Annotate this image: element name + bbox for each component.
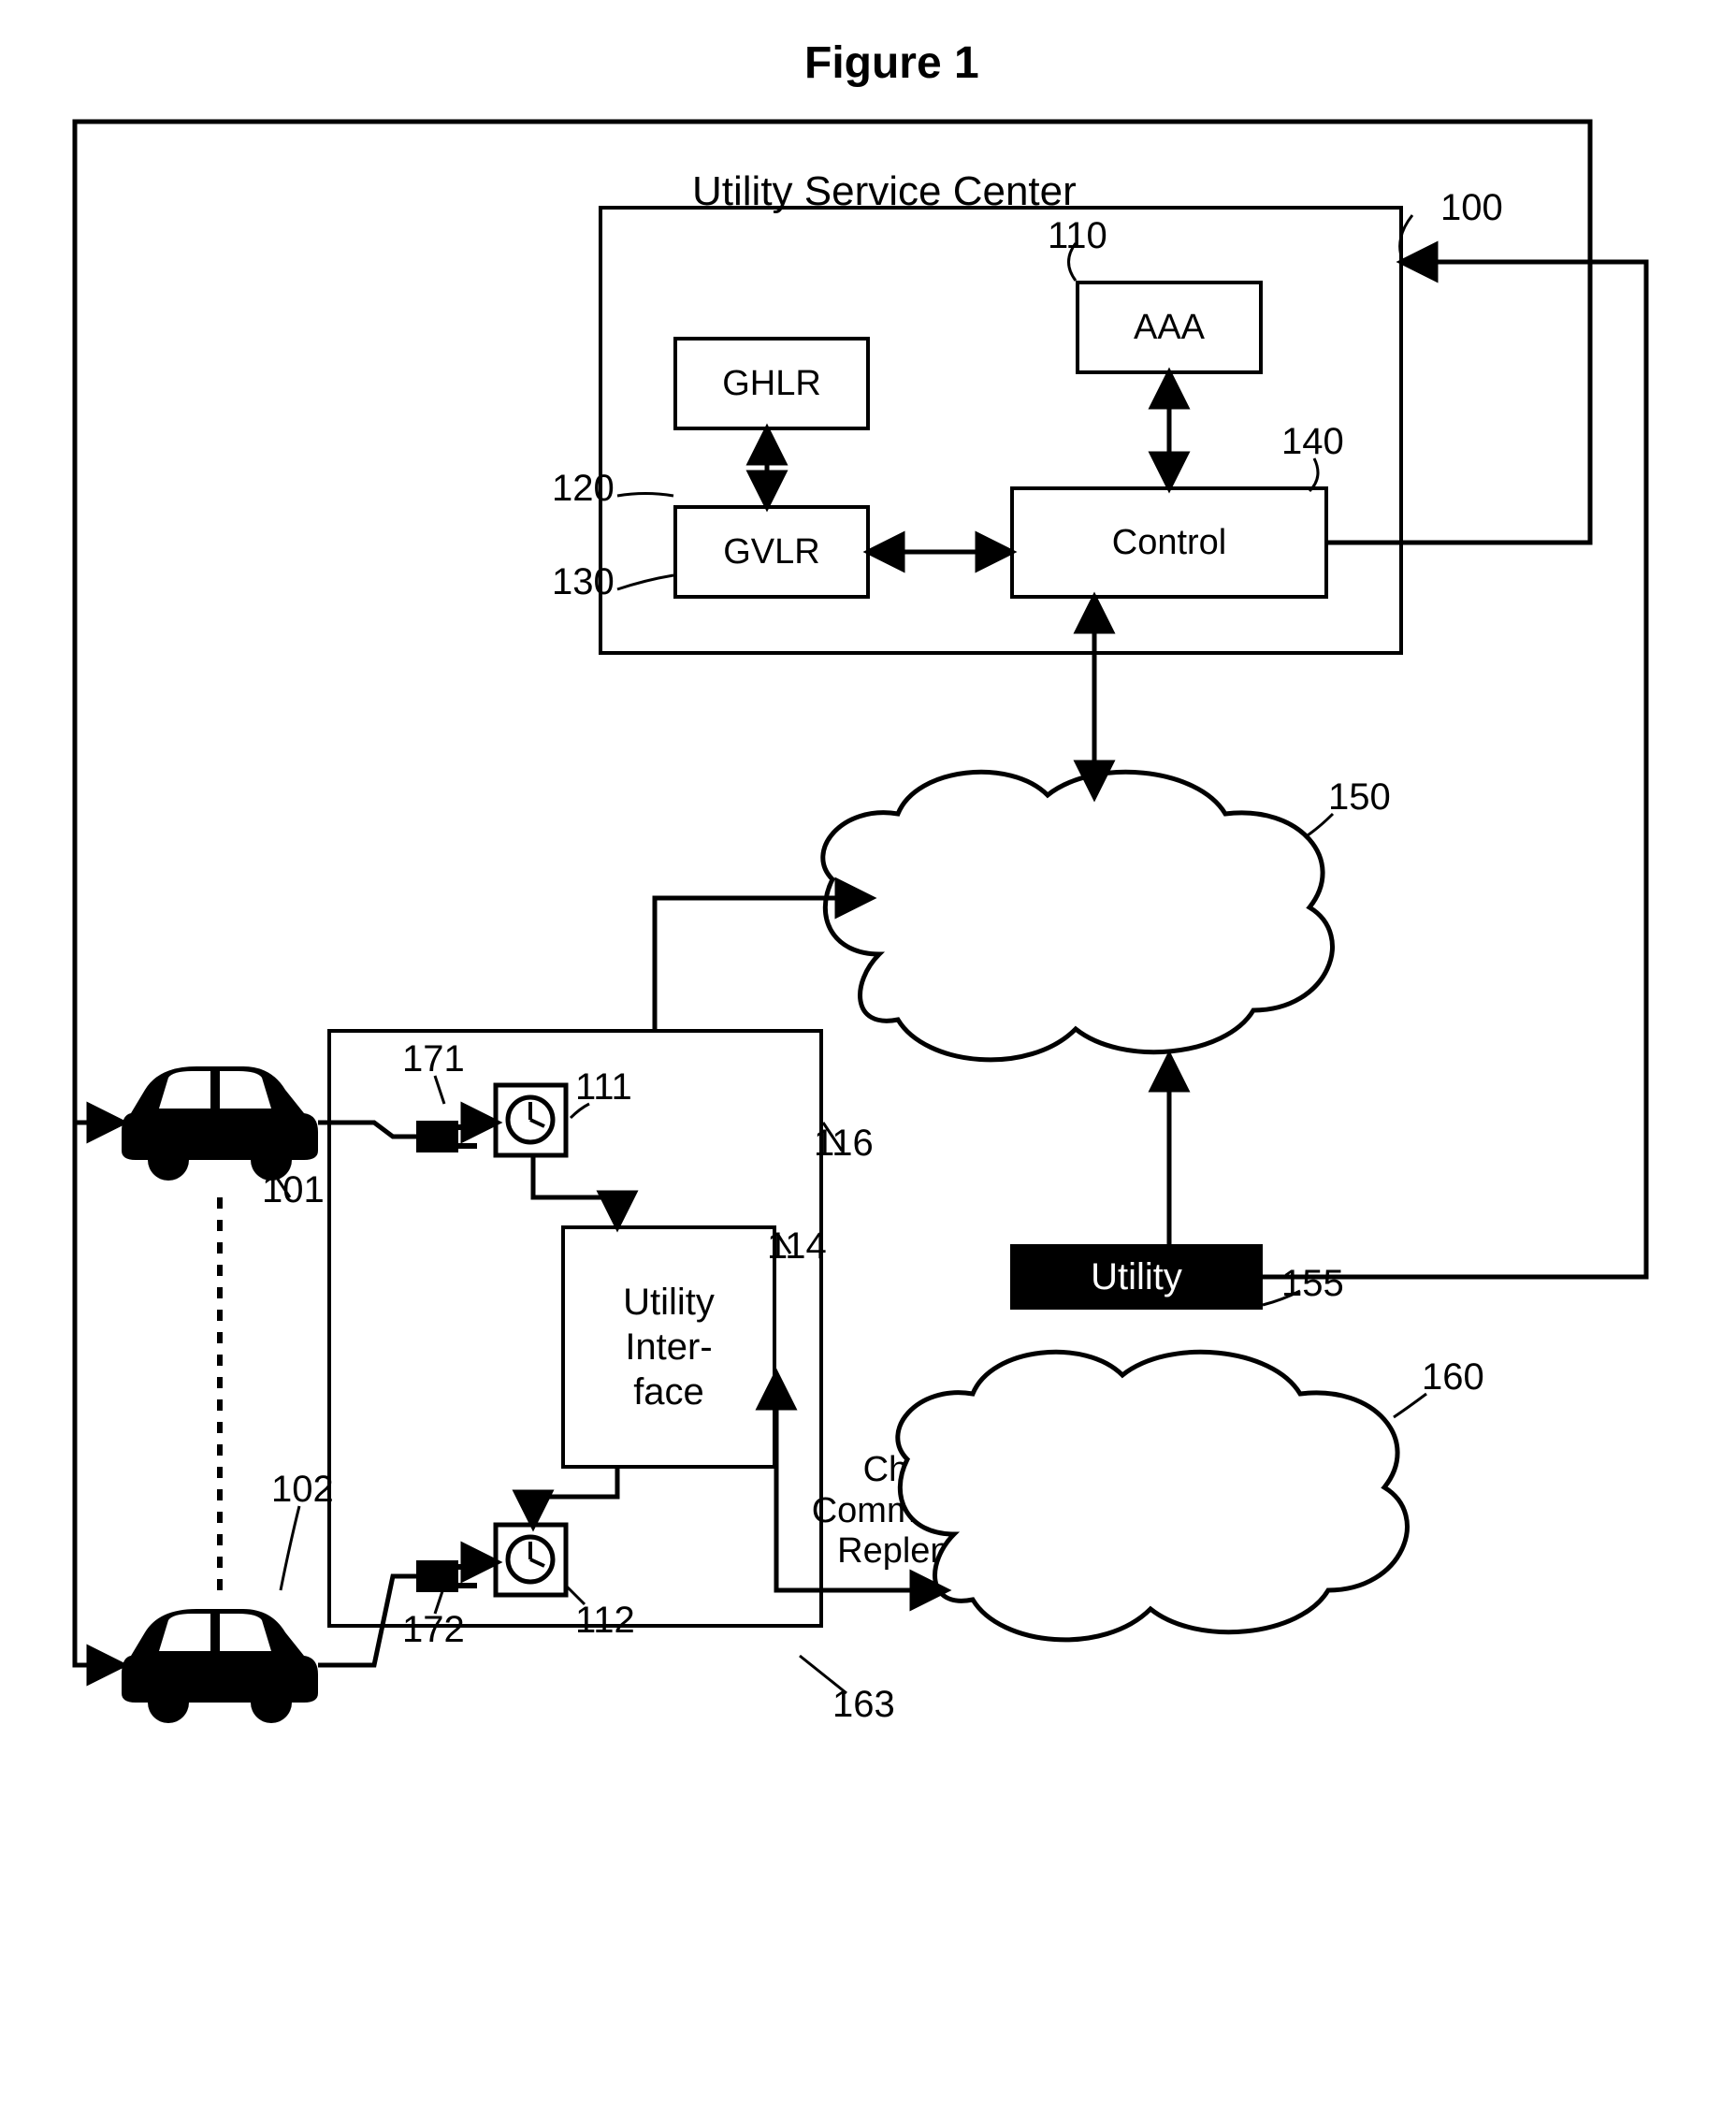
meter1-ref: 111 [575,1066,632,1109]
ui-label: Utility Inter- face [623,1280,715,1414]
meter2-ref: 112 [575,1600,635,1642]
comm-net-ref: 150 [1328,776,1391,819]
plug2-ref: 172 [402,1609,465,1651]
ui-ref: 114 [767,1225,827,1268]
arrow-branch-car2 [75,1123,122,1665]
figure-title: Figure 1 [804,37,979,89]
usc-ref: 100 [1440,187,1503,229]
aaa-ref: 110 [1048,215,1107,257]
ghlr-ref: 120 [552,468,615,510]
car1-icon [122,1066,318,1181]
control-ref: 140 [1281,421,1344,463]
utility-bar-label: Utility [1091,1256,1182,1298]
comm-net-label: Communication Network [917,879,1291,974]
car2-ref: 102 [271,1469,334,1511]
station-ref: 116 [814,1123,874,1165]
arrow-station-cloud [655,898,870,1029]
plug1-ref: 171 [402,1038,465,1080]
car2-icon [122,1609,318,1723]
elec-grid-ref: 160 [1422,1356,1484,1399]
control-box: Control [1010,486,1328,599]
usc-label: Utility Service Center [692,168,1077,215]
ghlr-box: GHLR [673,337,870,430]
cable-ref: 163 [832,1684,895,1726]
gvlr-ref: 130 [552,561,615,603]
utility-bar: Utility [1010,1244,1263,1310]
utility-bar-ref: 155 [1281,1263,1344,1305]
aaa-label: AAA [1134,308,1205,348]
ghlr-label: GHLR [722,364,821,404]
utility-interface-box: Utility Inter- face [561,1225,776,1469]
lead-102 [281,1506,299,1590]
control-label: Control [1112,523,1227,563]
car1-ref: 101 [262,1169,325,1211]
aaa-box: AAA [1076,281,1263,374]
gvlr-label: GVLR [723,532,819,572]
charging-label: Charging/ Communication/ Replenishing [776,1450,1104,1573]
gvlr-box: GVLR [673,505,870,599]
